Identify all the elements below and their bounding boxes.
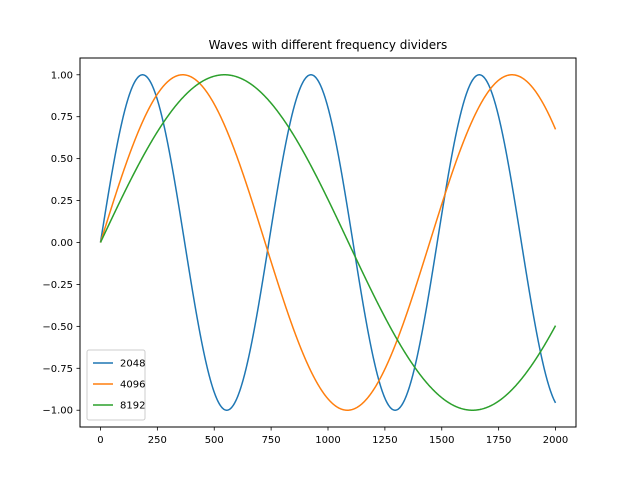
- y-tick-label: −0.50: [42, 322, 73, 333]
- y-tick-label: 0.25: [51, 196, 73, 207]
- y-tick-label: 0.50: [51, 154, 73, 165]
- series-layer: [99, 74, 557, 411]
- x-tick-label: 750: [262, 435, 281, 446]
- x-tick-label: 2000: [543, 435, 568, 446]
- x-tick-label: 1500: [429, 435, 454, 446]
- y-tick-label: −0.75: [42, 364, 73, 375]
- y-tick-label: 1.00: [51, 70, 73, 81]
- x-tick-label: 0: [97, 435, 103, 446]
- y-tick-label: −1.00: [42, 406, 73, 417]
- y-tick-label: 0.00: [51, 238, 73, 249]
- y-axis: −1.00 −0.75 −0.50 −0.25 0.00 0.25 0.50 0.75 1.00: [42, 70, 80, 417]
- chart-title: Waves with different frequency dividers: [209, 38, 448, 52]
- legend-label-2048: 2048: [120, 359, 145, 370]
- x-tick-label: 250: [148, 435, 167, 446]
- legend: 2048 4096 8192: [86, 349, 146, 421]
- y-tick-label: 0.75: [51, 112, 73, 123]
- x-tick-label: 1000: [315, 435, 340, 446]
- legend-label-8192: 8192: [120, 401, 145, 412]
- legend-box: [86, 349, 146, 421]
- y-tick-label: −0.25: [42, 280, 73, 291]
- x-axis: 0 250 500 750 1000 1250 1500 1750 2000: [97, 427, 568, 446]
- series-line-4096: [99, 74, 557, 411]
- x-tick-label: 1250: [372, 435, 397, 446]
- series-line-2048: [99, 74, 557, 411]
- legend-label-4096: 4096: [120, 380, 145, 391]
- x-tick-label: 1750: [486, 435, 511, 446]
- x-tick-label: 500: [205, 435, 224, 446]
- series-line-8192: [99, 74, 557, 411]
